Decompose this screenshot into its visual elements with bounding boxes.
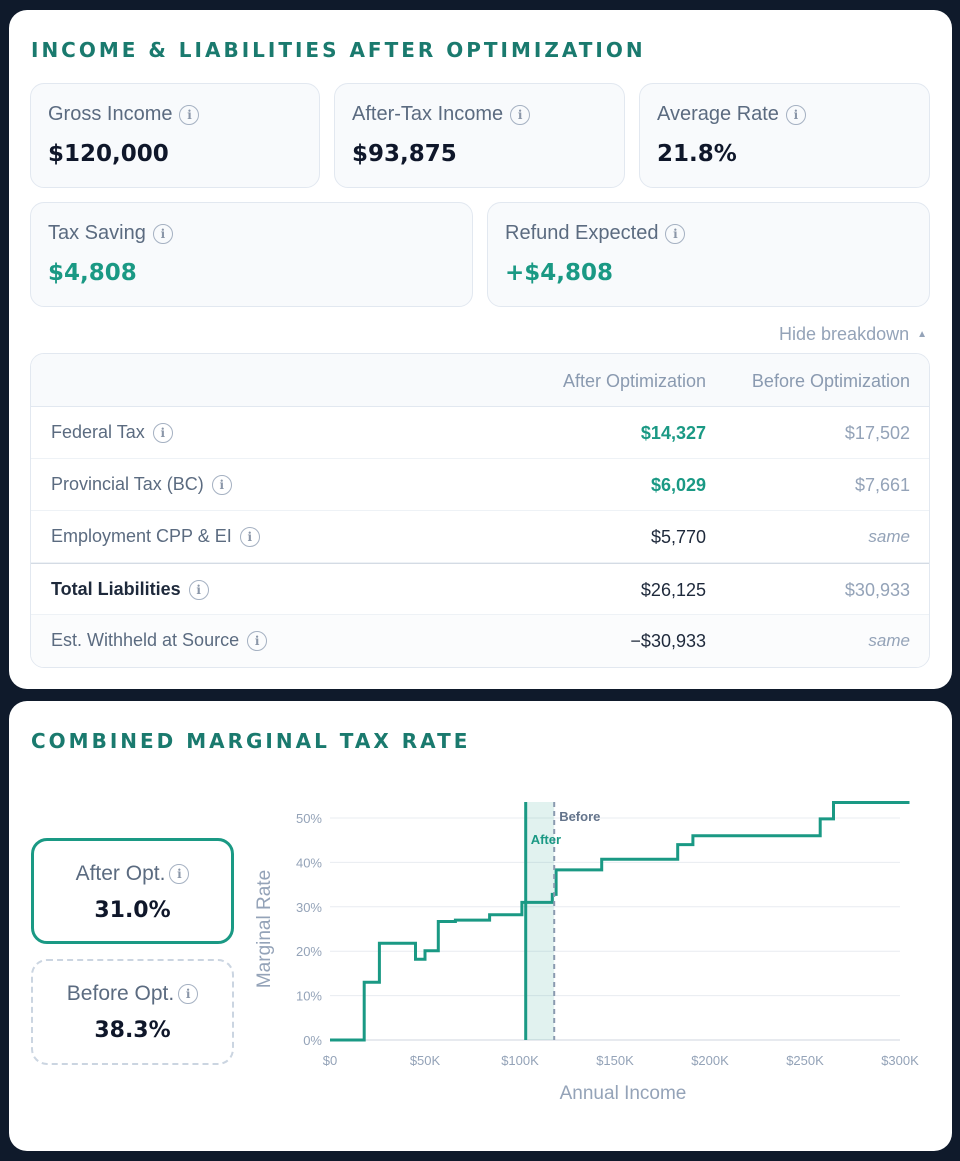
info-icon[interactable]: i [665, 223, 686, 244]
x-tick-label: $0 [323, 1053, 337, 1068]
info-icon[interactable]: i [152, 223, 173, 244]
marginal-rate-chart: 0% 10% 20% 30% 40% 50% $0 $50K $100K $150K $200K $2… [254, 801, 919, 1104]
info-icon[interactable]: i [178, 984, 199, 1004]
y-tick-label: 40% [296, 855, 322, 870]
row-label: Federal Tax [51, 422, 145, 442]
after-opt-rate-box: After Opt. i 31.0% [31, 838, 234, 944]
marginal-rate-card: COMBINED MARGINAL TAX RATE After Opt. i 3… [9, 701, 952, 1151]
after-opt-label: After Opt. [75, 862, 166, 885]
stat-average-rate: Average Rate i 21.8% [639, 83, 930, 188]
info-icon[interactable]: i [179, 104, 200, 125]
row-before-value: same [868, 631, 910, 650]
row-before-value: $17,502 [844, 423, 910, 443]
row-after-value: $26,125 [640, 580, 706, 600]
marginal-rate-line [330, 801, 910, 1042]
before-opt-label: Before Opt. [66, 982, 175, 1005]
y-tick-label: 10% [296, 989, 322, 1004]
stat-refund-expected: Refund Expected i +$4,808 [487, 202, 930, 307]
stat-value: +$4,808 [505, 260, 614, 286]
hide-breakdown-label: Hide breakdown [779, 324, 910, 344]
x-tick-label: $300K [881, 1053, 919, 1068]
x-tick-label: $100K [501, 1053, 539, 1068]
row-label: Total Liabilities [51, 579, 181, 599]
table-row: Provincial Tax (BC) i $6,029 $7,661 [31, 459, 929, 511]
info-icon[interactable]: i [152, 422, 173, 443]
row-after-value: $14,327 [640, 423, 706, 443]
x-tick-label: $200K [691, 1053, 729, 1068]
section-title: INCOME & LIABILITIES AFTER OPTIMIZATION [31, 38, 646, 62]
hide-breakdown-toggle[interactable]: Hide breakdown ▲ [779, 324, 927, 345]
before-opt-value: 38.3% [94, 1018, 171, 1043]
info-icon[interactable]: i [247, 630, 268, 651]
after-marker-label: After [531, 832, 561, 847]
x-tick-label: $150K [596, 1053, 634, 1068]
before-opt-rate-box: Before Opt. i 38.3% [31, 959, 234, 1065]
row-label: Est. Withheld at Source [51, 630, 240, 650]
stat-value: $120,000 [48, 141, 169, 167]
stat-value: $93,875 [352, 141, 457, 167]
optimization-band [525, 802, 555, 1040]
info-icon[interactable]: i [785, 104, 806, 125]
y-tick-label: 20% [296, 944, 322, 959]
stat-label: Tax Saving [48, 222, 146, 244]
info-icon[interactable]: i [239, 526, 260, 547]
stat-value: 21.8% [657, 141, 737, 167]
after-opt-value: 31.0% [94, 898, 171, 923]
y-tick-label: 30% [296, 900, 322, 915]
info-icon[interactable]: i [188, 579, 209, 600]
row-label: Employment CPP & EI [51, 526, 232, 546]
stat-label: Refund Expected [505, 222, 659, 244]
stat-label: Gross Income [48, 103, 173, 125]
table-header: After Optimization Before Optimization [31, 354, 929, 407]
y-axis-label: Marginal Rate [254, 870, 275, 988]
breakdown-table: After Optimization Before Optimization F… [30, 353, 930, 668]
info-icon[interactable]: i [169, 864, 190, 884]
table-row: Est. Withheld at Source i −$30,933 same [31, 615, 929, 667]
income-liabilities-card: INCOME & LIABILITIES AFTER OPTIMIZATION … [9, 10, 952, 689]
row-after-value: −$30,933 [630, 631, 706, 651]
y-tick-label: 50% [296, 811, 322, 826]
table-row: Federal Tax i $14,327 $17,502 [31, 407, 929, 459]
column-header-after: After Optimization [562, 371, 706, 391]
table-row: Employment CPP & EI i $5,770 same [31, 511, 929, 563]
x-tick-label: $50K [410, 1053, 441, 1068]
before-marker-label: Before [559, 809, 600, 824]
info-icon[interactable]: i [510, 104, 531, 125]
row-before-value: $30,933 [844, 580, 910, 600]
row-before-value: $7,661 [854, 475, 910, 495]
stat-tax-saving: Tax Saving i $4,808 [30, 202, 473, 307]
row-label: Provincial Tax (BC) [51, 474, 204, 494]
x-axis-label: Annual Income [560, 1083, 687, 1104]
stat-label: Average Rate [657, 103, 779, 125]
table-row-total: Total Liabilities i $26,125 $30,933 [31, 563, 929, 615]
stat-label: After-Tax Income [352, 103, 504, 125]
stat-gross-income: Gross Income i $120,000 [30, 83, 320, 188]
row-after-value: $5,770 [650, 527, 706, 547]
section-title: COMBINED MARGINAL TAX RATE [31, 729, 471, 753]
stat-after-tax-income: After-Tax Income i $93,875 [334, 83, 625, 188]
row-before-value: same [868, 527, 910, 546]
info-icon[interactable]: i [211, 474, 232, 495]
caret-up-icon: ▲ [917, 329, 927, 340]
y-tick-label: 0% [303, 1033, 322, 1048]
column-header-before: Before Optimization [751, 371, 910, 391]
stat-value: $4,808 [48, 260, 137, 286]
x-tick-label: $250K [786, 1053, 824, 1068]
row-after-value: $6,029 [650, 475, 706, 495]
